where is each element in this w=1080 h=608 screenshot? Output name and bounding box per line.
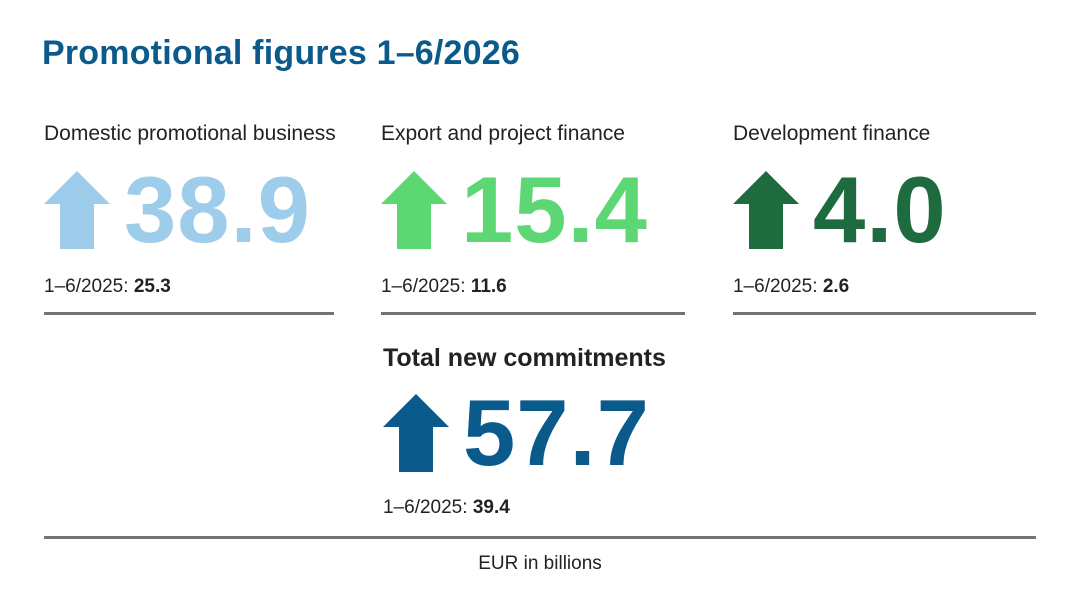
footer-divider	[44, 536, 1036, 539]
arrow-up-icon	[733, 171, 799, 249]
card-total-new-commitments: Total new commitments 57.7 1–6/2025: 39.…	[383, 344, 666, 519]
metric-value: 57.7	[463, 380, 650, 485]
previous-label: 1–6/2025:	[381, 276, 466, 297]
arrow-up-icon	[381, 171, 447, 249]
previous-label: 1–6/2025:	[733, 276, 818, 297]
page-title: Promotional figures 1–6/2026	[42, 34, 520, 72]
card-development-finance: Development finance 4.0 1–6/2025: 2.6	[733, 122, 947, 298]
metric-row: 38.9	[44, 157, 336, 262]
metric-row: 15.4	[381, 157, 648, 262]
previous-value: 25.3	[133, 276, 171, 297]
previous-value: 39.4	[472, 497, 510, 518]
metric-row: 4.0	[733, 157, 947, 262]
arrow-up-icon	[383, 394, 449, 472]
previous-period: 1–6/2025: 11.6	[381, 276, 648, 298]
arrow-up-icon	[44, 171, 110, 249]
previous-label: 1–6/2025:	[383, 497, 468, 518]
divider	[381, 312, 685, 315]
divider	[733, 312, 1036, 315]
metric-value: 38.9	[124, 157, 311, 262]
card-label: Domestic promotional business	[44, 122, 336, 145]
card-label: Export and project finance	[381, 122, 625, 145]
previous-label: 1–6/2025:	[44, 276, 129, 297]
previous-period: 1–6/2025: 2.6	[733, 276, 947, 298]
unit-note: EUR in billions	[478, 553, 602, 574]
card-label: Development finance	[733, 122, 931, 145]
metric-value: 4.0	[813, 157, 947, 262]
card-export-project-finance: Export and project finance 15.4 1–6/2025…	[381, 122, 648, 298]
divider	[44, 312, 334, 315]
previous-value: 2.6	[822, 276, 850, 297]
previous-period: 1–6/2025: 39.4	[383, 497, 666, 519]
metric-value: 15.4	[461, 157, 648, 262]
previous-period: 1–6/2025: 25.3	[44, 276, 336, 298]
previous-value: 11.6	[470, 276, 507, 297]
card-domestic-promotional: Domestic promotional business 38.9 1–6/2…	[44, 122, 336, 298]
total-label: Total new commitments	[383, 344, 666, 372]
metric-row: 57.7	[383, 380, 666, 485]
